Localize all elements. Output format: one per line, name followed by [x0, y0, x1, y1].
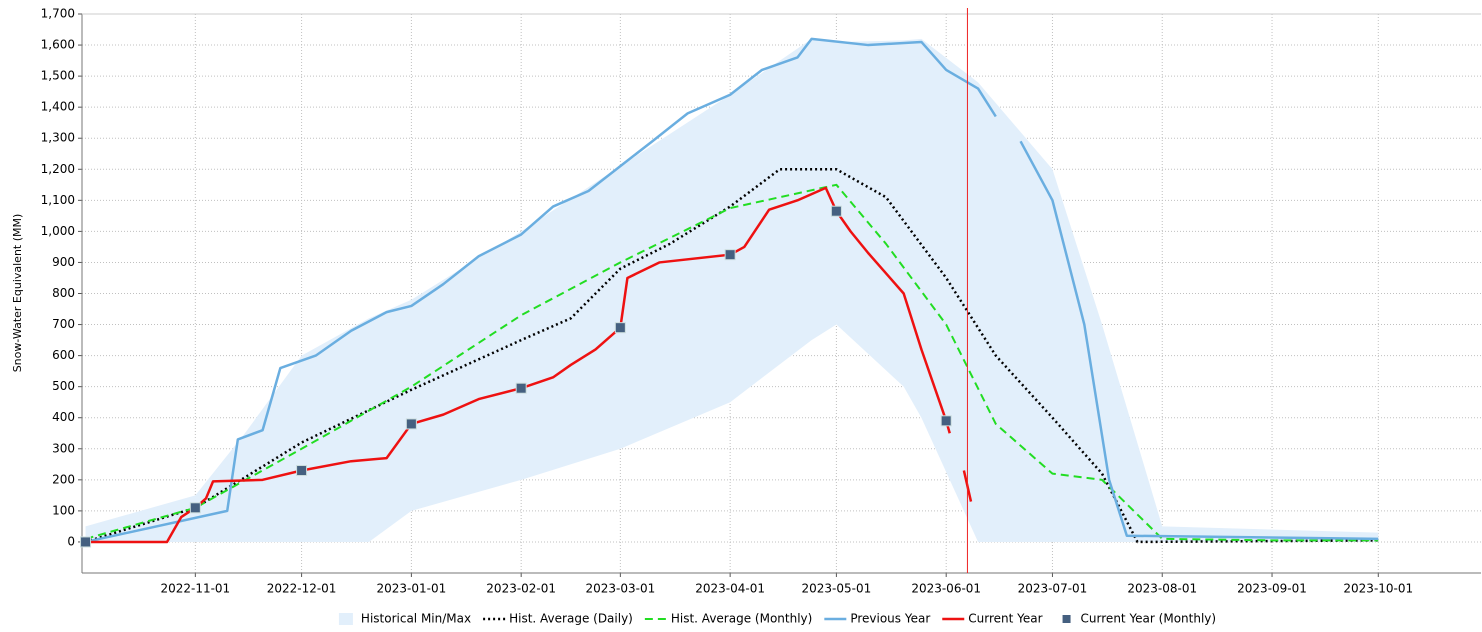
min-max-band: [85, 38, 1379, 542]
series-line: [85, 37, 1379, 544]
y-tick-label: 1,500: [41, 69, 75, 83]
legend-label: Hist. Average (Monthly): [671, 612, 812, 626]
y-tick-label: 1,600: [41, 38, 75, 52]
x-tick-label: 2023-09-01: [1237, 582, 1307, 596]
monthly-marker: [189, 502, 201, 514]
y-tick-label: 1,000: [41, 224, 75, 238]
legend-swatch: [1062, 615, 1071, 623]
monthly-marker: [830, 205, 842, 217]
y-tick-label: 200: [52, 472, 75, 486]
y-tick-label: 700: [52, 317, 75, 331]
x-tick-label: 2023-08-01: [1127, 582, 1197, 596]
monthly-marker: [940, 415, 952, 427]
x-tick-label: 2023-06-01: [911, 582, 981, 596]
legend-label: Current Year (Monthly): [1081, 612, 1217, 626]
y-tick-label: 600: [52, 348, 75, 362]
y-tick-label: 400: [52, 410, 75, 424]
legend-label: Historical Min/Max: [361, 612, 471, 626]
x-tick-label: 2023-10-01: [1343, 582, 1413, 596]
y-tick-label: 1,100: [41, 193, 75, 207]
monthly-marker: [724, 249, 736, 261]
y-tick-label: 0: [67, 534, 75, 548]
monthly-marker: [515, 382, 527, 394]
y-tick-label: 800: [52, 286, 75, 300]
x-tick-label: 2023-07-01: [1018, 582, 1088, 596]
legend-label: Hist. Average (Daily): [509, 612, 633, 626]
y-tick-label: 1,300: [41, 131, 75, 145]
monthly-marker: [405, 418, 417, 430]
x-tick-label: 2023-01-01: [377, 582, 447, 596]
y-tick-label: 100: [52, 503, 75, 517]
y-tick-label: 1,200: [41, 162, 75, 176]
x-tick-label: 2023-04-01: [695, 582, 765, 596]
monthly-marker: [80, 536, 92, 548]
y-tick-label: 500: [52, 379, 75, 393]
legend-label: Previous Year: [850, 612, 930, 626]
x-tick-label: 2023-03-01: [585, 582, 655, 596]
series-line: [85, 168, 1379, 544]
y-axis-label: Snow-Water Equivalent (MM): [11, 214, 24, 373]
series-line: [85, 183, 1379, 542]
y-tick-label: 900: [52, 255, 75, 269]
y-tick-label: 1,700: [41, 7, 75, 21]
x-tick-label: 2022-11-01: [160, 582, 230, 596]
legend-swatch: [338, 613, 353, 625]
x-tick-label: 2023-05-01: [802, 582, 872, 596]
y-tick-label: 300: [52, 441, 75, 455]
x-tick-label: 2023-02-01: [486, 582, 556, 596]
legend: Historical Min/Max Hist. Average (Daily) H…: [338, 612, 1217, 626]
legend-label: Current Year: [968, 612, 1042, 626]
x-tick-label: 2022-12-01: [267, 582, 337, 596]
y-tick-label: 1,400: [41, 100, 75, 114]
monthly-marker: [296, 465, 308, 477]
monthly-marker: [614, 322, 626, 334]
